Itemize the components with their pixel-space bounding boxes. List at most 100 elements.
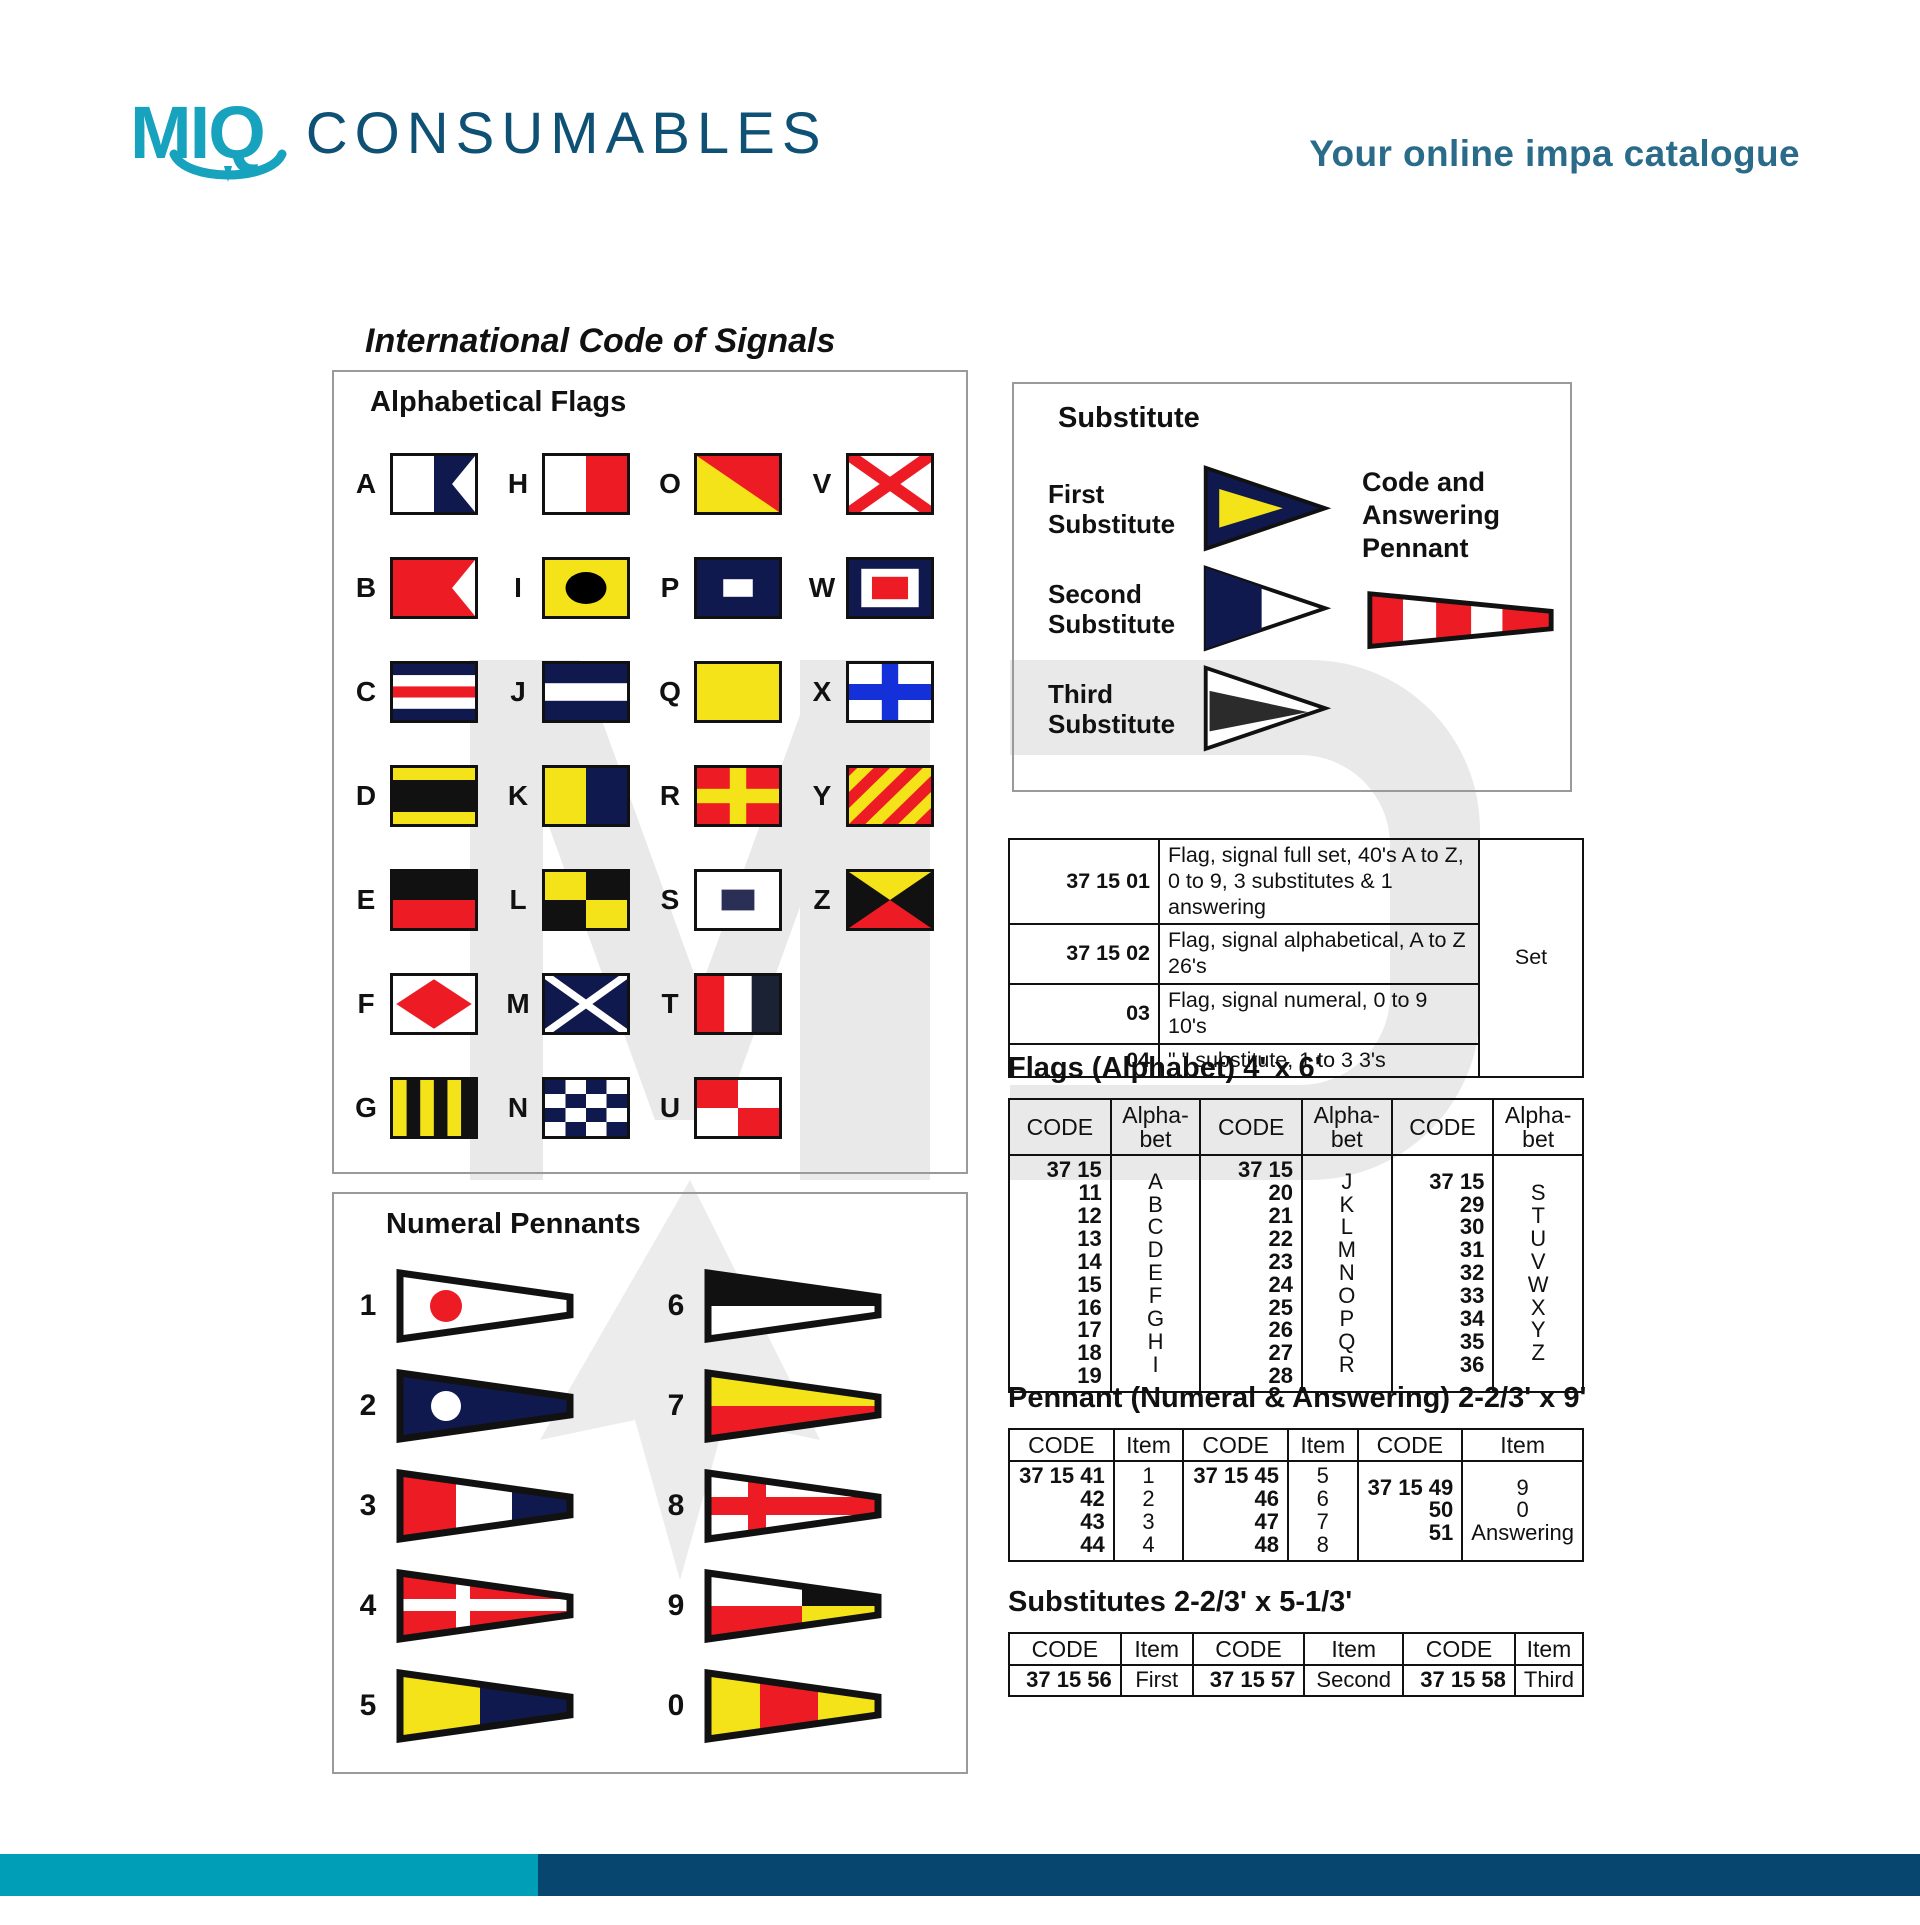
alphabetical-flags-grid: A H O V B I (346, 432, 954, 1162)
flag-letter-l: L (509, 884, 527, 915)
alpha-flag-g (390, 1077, 478, 1139)
sb-col-code-2: CODE (1191, 1631, 1306, 1667)
pennant-item-9[interactable]: 9 (650, 1556, 958, 1656)
flag-item-m[interactable]: M (498, 952, 650, 1056)
table-row[interactable]: 37 15 01 Flag, signal full set, 40's A t… (1008, 837, 1584, 1079)
table-row[interactable]: 37 15 56 First 37 15 57 Second 37 15 58 … (1008, 1664, 1585, 1698)
sb-code-3: 37 15 58 (1402, 1664, 1516, 1698)
set-code-0: 37 15 01 (1008, 837, 1160, 926)
flag-item-x[interactable]: X (802, 640, 954, 744)
substitute-label-third: Third Substitute (1048, 679, 1176, 739)
fa-letters-1: A B C D E F G H I (1109, 1154, 1202, 1394)
flag-letter-s: S (660, 884, 680, 915)
pennant-number-7: 7 (667, 1389, 685, 1422)
flag-item-l[interactable]: L (498, 848, 650, 952)
set-code-1: 37 15 02 (1008, 923, 1160, 985)
flag-item-e[interactable]: E (346, 848, 498, 952)
flag-letter-c: C (355, 676, 377, 707)
logo-smile-icon (168, 148, 288, 193)
pennant-item-2[interactable]: 2 (342, 1356, 650, 1456)
pennant-table-title: Pennant (Numeral & Answering) 2-2/3' x 9… (1008, 1382, 1587, 1414)
numeral-pennant-9 (702, 1569, 902, 1643)
sb-col-item-1: Item (1119, 1631, 1194, 1667)
sb-item-2: Second (1303, 1664, 1405, 1698)
alpha-flag-w (846, 557, 934, 619)
pn-col-item-2: Item (1286, 1427, 1359, 1463)
pn-items-2: 5 6 7 8 (1286, 1460, 1359, 1562)
flag-item-j[interactable]: J (498, 640, 650, 744)
flag-item-w[interactable]: W (802, 536, 954, 640)
col-alphabet-3: Alpha- bet (1492, 1097, 1584, 1157)
pennant-number-0: 0 (667, 1689, 685, 1722)
numeral-pennant-8 (702, 1469, 902, 1543)
flag-item-n[interactable]: N (498, 1056, 650, 1160)
pennant-item-8[interactable]: 8 (650, 1456, 958, 1556)
pennant-item-3[interactable]: 3 (342, 1456, 650, 1556)
pennant-item-4[interactable]: 4 (342, 1556, 650, 1656)
flag-item-a[interactable]: A (346, 432, 498, 536)
table-header-row: CODE Item CODE Item CODE Item (1008, 1427, 1584, 1463)
flag-item-u[interactable]: U (650, 1056, 802, 1160)
flag-item-c[interactable]: C (346, 640, 498, 744)
alpha-flag-m (542, 973, 630, 1035)
pennant-code-table: CODE Item CODE Item CODE Item 37 15 41 4… (1008, 1427, 1584, 1562)
flag-item-g[interactable]: G (346, 1056, 498, 1160)
flag-item-q[interactable]: Q (650, 640, 802, 744)
pennant-item-5[interactable]: 5 (342, 1656, 650, 1756)
flag-item-z[interactable]: Z (802, 848, 954, 952)
flag-item-v[interactable]: V (802, 432, 954, 536)
flag-item-b[interactable]: B (346, 536, 498, 640)
fa-codes-2: 37 15 20 21 22 23 24 25 26 27 28 (1199, 1154, 1304, 1394)
flag-item-d[interactable]: D (346, 744, 498, 848)
substitute-row-second[interactable]: Second Substitute (1048, 562, 1333, 658)
substitute-panel: Substitute First Substitute Second Subst… (1012, 382, 1572, 792)
sb-col-code-1: CODE (1008, 1631, 1122, 1667)
flag-letter-a: A (355, 468, 377, 499)
flag-letter-z: Z (813, 884, 831, 915)
pennant-number-6: 6 (667, 1289, 685, 1322)
third-substitute-pennant-icon (1198, 662, 1333, 758)
alpha-flag-r (694, 765, 782, 827)
flag-item-p[interactable]: P (650, 536, 802, 640)
flag-item-y[interactable]: Y (802, 744, 954, 848)
flag-letter-w: W (808, 572, 836, 603)
flag-item-f[interactable]: F (346, 952, 498, 1056)
pn-codes-1: 37 15 41 42 43 44 (1008, 1460, 1115, 1562)
flag-item-t[interactable]: T (650, 952, 802, 1056)
alpha-flag-d (390, 765, 478, 827)
brand-tagline: Your online impa catalogue (1309, 133, 1800, 174)
substitute-row-third[interactable]: Third Substitute (1048, 662, 1333, 758)
flag-item-h[interactable]: H (498, 432, 650, 536)
numeral-pennant-6 (702, 1269, 902, 1343)
fa-codes-3: 37 15 29 30 31 32 33 34 35 36 (1390, 1154, 1495, 1394)
pennant-number-9: 9 (667, 1589, 685, 1622)
flag-letter-k: K (507, 780, 529, 811)
brand-logo[interactable]: MIQ CONSUMABLES (130, 96, 828, 182)
flag-letter-p: P (660, 572, 680, 603)
flag-item-s[interactable]: S (650, 848, 802, 952)
flag-item-o[interactable]: O (650, 432, 802, 536)
col-code-3: CODE (1390, 1097, 1495, 1157)
substitutes-code-table: CODE Item CODE Item CODE Item 37 15 56 F… (1008, 1631, 1585, 1698)
alpha-flag-i (542, 557, 630, 619)
flag-letter-v: V (812, 468, 832, 499)
table-row[interactable]: 37 15 11 12 13 14 15 16 17 18 19 A B C D… (1008, 1154, 1584, 1394)
col-code-1: CODE (1008, 1097, 1112, 1157)
fa-letters-2: J K L M N O P Q R (1301, 1154, 1393, 1394)
flag-letter-h: H (507, 468, 529, 499)
flag-letter-r: R (659, 780, 681, 811)
pennant-item-7[interactable]: 7 (650, 1356, 958, 1456)
table-row[interactable]: 37 15 41 42 43 44 1 2 3 4 37 15 45 46 47… (1008, 1460, 1584, 1562)
numeral-pennants-heading: Numeral Pennants (386, 1208, 641, 1240)
col-alphabet-1: Alpha- bet (1109, 1097, 1202, 1157)
flag-item-i[interactable]: I (498, 536, 650, 640)
flag-item-r[interactable]: R (650, 744, 802, 848)
pn-codes-3: 37 15 49 50 51 (1356, 1460, 1464, 1562)
flag-item-k[interactable]: K (498, 744, 650, 848)
substitute-row-first[interactable]: First Substitute (1048, 462, 1333, 558)
pennant-item-0[interactable]: 0 (650, 1656, 958, 1756)
flag-letter-m: M (506, 988, 530, 1019)
pennant-item-1[interactable]: 1 (342, 1256, 650, 1356)
pennant-item-6[interactable]: 6 (650, 1256, 958, 1356)
